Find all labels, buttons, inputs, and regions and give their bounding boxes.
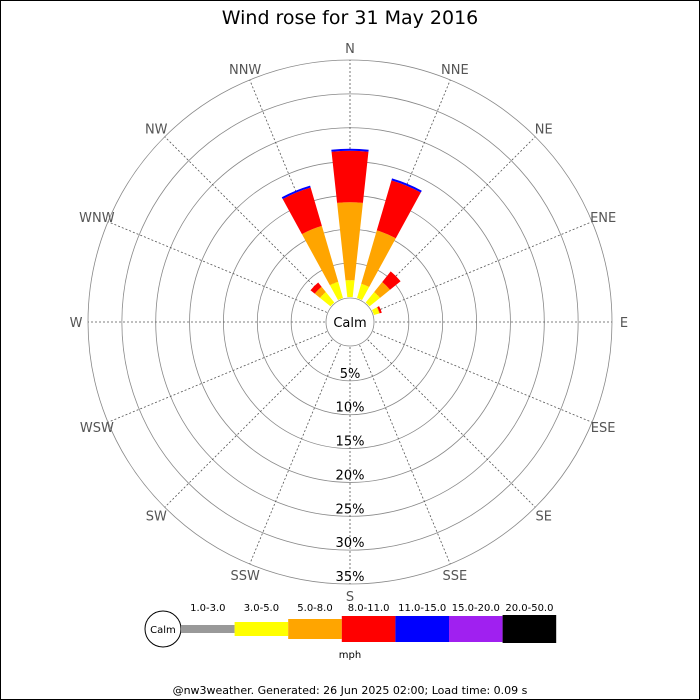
bar-nw-bin-3 — [310, 282, 322, 294]
spoke-ene — [372, 221, 593, 313]
bar-n-bin-2 — [337, 202, 363, 281]
footer-text: @nw3weather. Generated: 26 Jun 2025 02:0… — [173, 684, 528, 697]
bar-n-bin-4 — [331, 148, 369, 152]
spoke-sw — [164, 339, 333, 508]
direction-label-nne: NNE — [441, 63, 469, 78]
radial-ring-6 — [121, 93, 579, 551]
spoke-nne — [359, 79, 451, 300]
spoke-wsw — [107, 331, 328, 423]
direction-label-s: S — [346, 590, 354, 605]
bar-nnw-bin-2 — [301, 225, 339, 286]
bar-nnw-bin-1 — [329, 281, 343, 301]
speed-legend: Calm 1.0-3.0 3.0-5.0 5.0-8.0 8.0-11.0 11.0-15… — [144, 603, 557, 661]
bar-nnw-bin-3 — [282, 187, 322, 235]
direction-label-ssw: SSW — [230, 569, 260, 584]
legend-label-7: 20.0-50.0 — [505, 603, 553, 614]
calm-label: Calm — [333, 316, 366, 331]
radial-tick-2: 10% — [336, 401, 365, 416]
legend-swatch-2 — [234, 622, 289, 636]
bar-nw-bin-1 — [319, 291, 335, 307]
calm-circle — [325, 297, 375, 347]
legend-label-6: 15.0-20.0 — [452, 603, 500, 614]
bar-ene-bin-1 — [371, 307, 380, 315]
legend-label-4: 8.0-11.0 — [348, 603, 390, 614]
radial-tick-7: 35% — [336, 570, 365, 585]
direction-label-wnw: WNW — [79, 211, 115, 226]
radial-tick-3: 15% — [336, 435, 365, 450]
bar-ne-bin-3 — [382, 271, 401, 290]
spoke-sse — [359, 344, 451, 565]
direction-label-nw: NW — [145, 122, 168, 137]
radial-tick-labels: 5% 10% 15% 20% 25% 30% 35% — [336, 367, 365, 585]
direction-label-e: E — [620, 316, 628, 331]
direction-label-se: SE — [536, 510, 552, 525]
bar-ene-bin-3 — [377, 306, 382, 314]
direction-labels: N NNE NE ENE E ESE SE SSE S SSW SW WSW W WNW NW NNW — [70, 42, 629, 605]
legend-swatch-7 — [502, 615, 557, 643]
bar-n-bin-3 — [331, 150, 369, 203]
wind-bars — [281, 148, 422, 315]
direction-label-w: W — [70, 316, 83, 331]
spoke-wnw — [107, 221, 328, 313]
bar-ene-bin-2 — [376, 307, 380, 314]
legend-label-3: 5.0-8.0 — [297, 603, 332, 614]
bar-n-bin-1 — [345, 280, 355, 298]
bar-nne-bin-4 — [391, 178, 422, 193]
legend-label-1: 1.0-3.0 — [190, 603, 225, 614]
direction-label-sse: SSE — [442, 569, 467, 584]
direction-label-ene: ENE — [590, 211, 616, 226]
spoke-ssw — [249, 344, 341, 565]
direction-label-nnw: NNW — [229, 63, 261, 78]
legend-swatch-5 — [395, 616, 449, 642]
spoke-ne — [367, 136, 536, 305]
bar-ne-bin-1 — [365, 291, 381, 307]
direction-spokes — [88, 60, 612, 584]
bar-nw-bin-2 — [314, 286, 326, 298]
bar-nne-bin-1 — [357, 283, 370, 301]
bar-nnw-bin-4 — [281, 185, 311, 200]
legend-swatch-1 — [181, 625, 235, 633]
legend-label-2: 3.0-5.0 — [244, 603, 279, 614]
radial-tick-6: 30% — [336, 536, 365, 551]
spoke-nw — [164, 136, 333, 305]
legend-calm-label: Calm — [150, 625, 176, 636]
radial-tick-5: 25% — [336, 502, 365, 517]
calm-center: Calm — [325, 297, 375, 347]
spoke-nnw — [249, 79, 341, 300]
radial-tick-4: 20% — [336, 468, 365, 483]
bar-nne-bin-3 — [376, 180, 421, 239]
chart-title: Wind rose for 31 May 2016 — [222, 7, 479, 29]
legend-swatch-4 — [341, 616, 396, 642]
direction-label-n: N — [345, 42, 355, 57]
spoke-ese — [372, 331, 593, 423]
bar-nne-bin-2 — [361, 230, 396, 288]
direction-label-ese: ESE — [591, 421, 616, 436]
direction-label-sw: SW — [146, 510, 167, 525]
spoke-se — [367, 339, 536, 508]
direction-label-wsw: WSW — [80, 421, 114, 436]
legend-swatch-6 — [449, 616, 503, 642]
legend-label-5: 11.0-15.0 — [398, 603, 446, 614]
radial-tick-1: 5% — [340, 367, 361, 382]
bar-ne-bin-2 — [374, 281, 391, 298]
legend-swatch-3 — [288, 619, 342, 639]
legend-unit: mph — [339, 650, 361, 661]
direction-label-ne: NE — [535, 122, 553, 137]
